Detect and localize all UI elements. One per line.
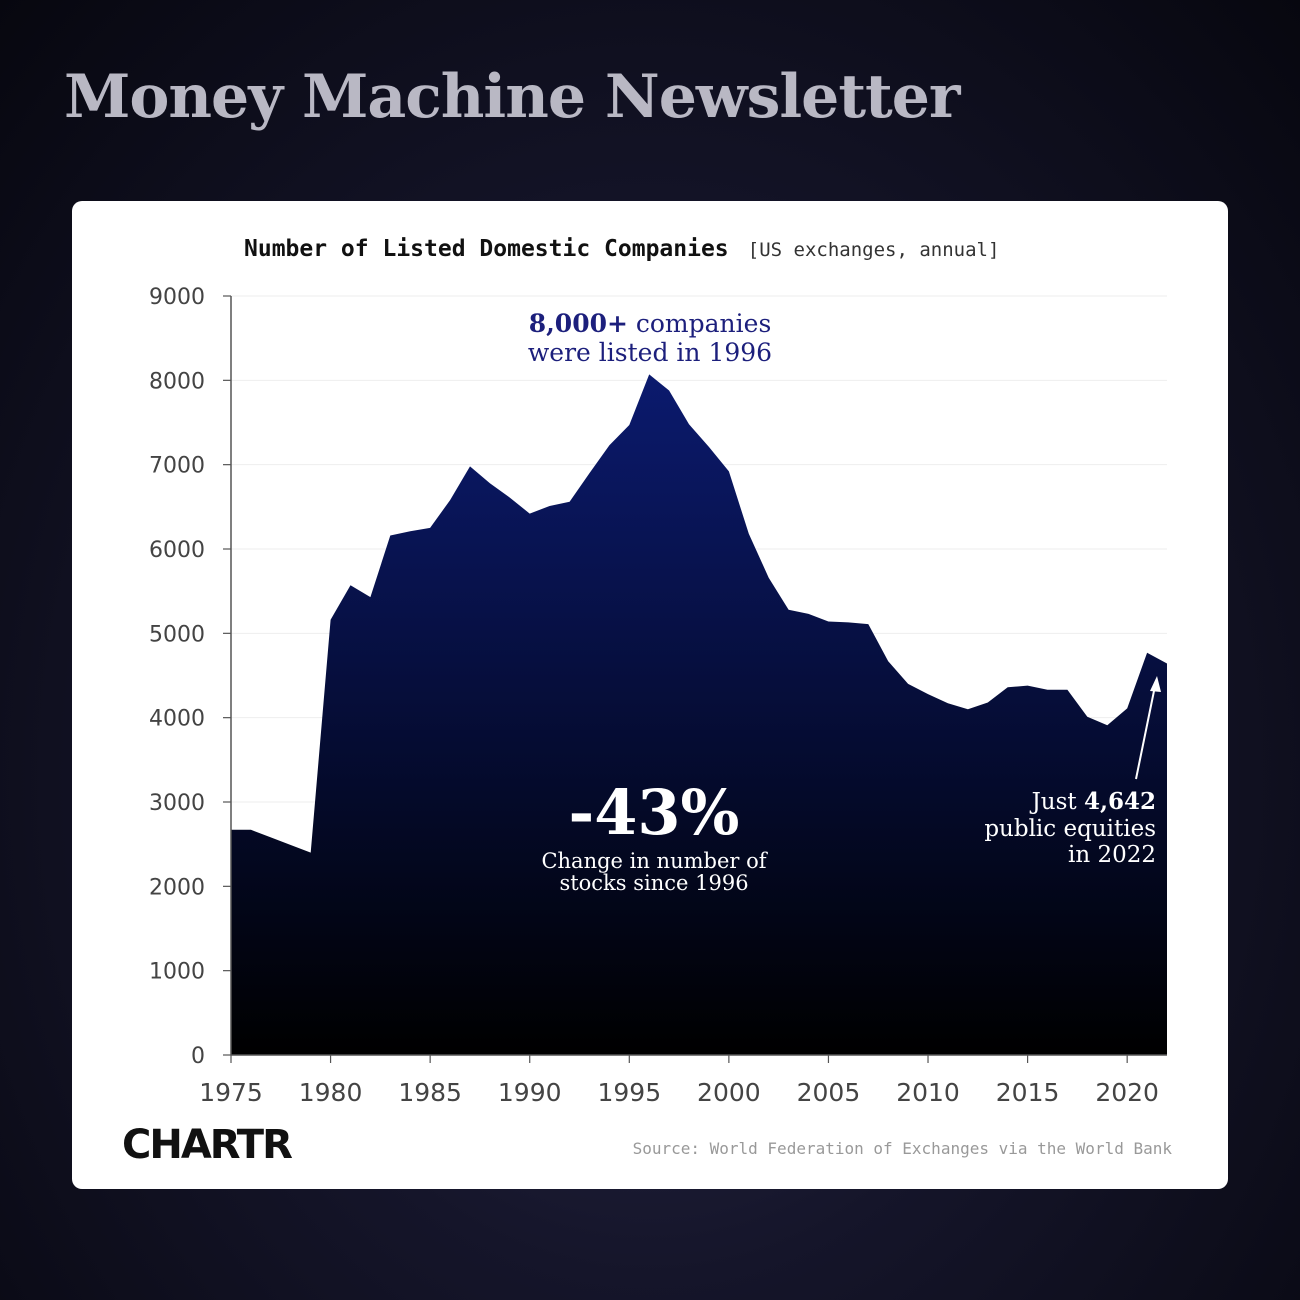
- x-axis-ticks: 1975 1980 1985 1990 1995 2000 2005 2010 2015 2020: [199, 1055, 1159, 1107]
- y-tick-label: 2000: [149, 875, 205, 900]
- y-axis-ticks: 0 1000 2000 3000 4000 5000 6000 7000 8000 9000: [149, 285, 231, 1069]
- area-chart: Number of Listed Domestic Companies [US …: [122, 236, 1173, 1168]
- x-tick-label: 2015: [996, 1078, 1060, 1107]
- y-tick-label: 1000: [149, 960, 205, 985]
- x-tick-label: 2020: [1095, 1078, 1159, 1107]
- y-tick-label: 6000: [149, 538, 205, 563]
- chart-title: Number of Listed Domestic Companies [US …: [244, 236, 999, 262]
- y-tick-label: 4000: [149, 707, 205, 732]
- area-series: [231, 374, 1167, 1055]
- x-tick-label: 1990: [498, 1078, 562, 1107]
- y-tick-label: 9000: [149, 285, 205, 310]
- peak-annotation-bold: 8,000+: [529, 309, 628, 338]
- change-label-line2: stocks since 1996: [559, 871, 748, 895]
- y-tick-label: 3000: [149, 791, 205, 816]
- latest-arrow-line: [1135, 685, 1156, 780]
- peak-annotation-line2: were listed in 1996: [528, 338, 772, 367]
- x-tick-label: 2005: [797, 1078, 861, 1107]
- peak-annotation-line1: 8,000+ companies: [529, 309, 772, 338]
- latest-annotation-line1: Just 4,642: [1030, 788, 1156, 815]
- y-tick-label: 8000: [149, 369, 205, 394]
- y-tick-label: 0: [191, 1044, 205, 1069]
- latest-annotation-line2: public equities: [984, 816, 1156, 842]
- latest-annotation-line3: in 2022: [1068, 842, 1156, 868]
- x-tick-label: 2010: [896, 1078, 960, 1107]
- chart-card: Number of Listed Domestic Companies [US …: [72, 201, 1228, 1189]
- y-tick-label: 7000: [149, 454, 205, 479]
- chartr-logo: CHARTR: [122, 1122, 292, 1168]
- change-label-line1: Change in number of: [541, 849, 768, 873]
- chart-title-main: Number of Listed Domestic Companies: [244, 236, 729, 262]
- x-tick-label: 1985: [398, 1078, 462, 1107]
- latest-value: 4,642: [1084, 788, 1156, 815]
- change-percent: -43%: [569, 776, 740, 849]
- source-note: Source: World Federation of Exchanges vi…: [633, 1139, 1173, 1158]
- newsletter-title: Money Machine Newsletter: [64, 62, 961, 132]
- x-tick-label: 1995: [597, 1078, 661, 1107]
- x-tick-label: 1980: [299, 1078, 363, 1107]
- x-tick-label: 1975: [199, 1078, 263, 1107]
- y-tick-label: 5000: [149, 622, 205, 647]
- x-tick-label: 2000: [697, 1078, 761, 1107]
- peak-annotation-rest: companies: [628, 309, 771, 338]
- latest-prefix: Just: [1030, 789, 1084, 815]
- chart-subtitle: [US exchanges, annual]: [748, 239, 1000, 261]
- latest-arrow-head: [1150, 676, 1161, 692]
